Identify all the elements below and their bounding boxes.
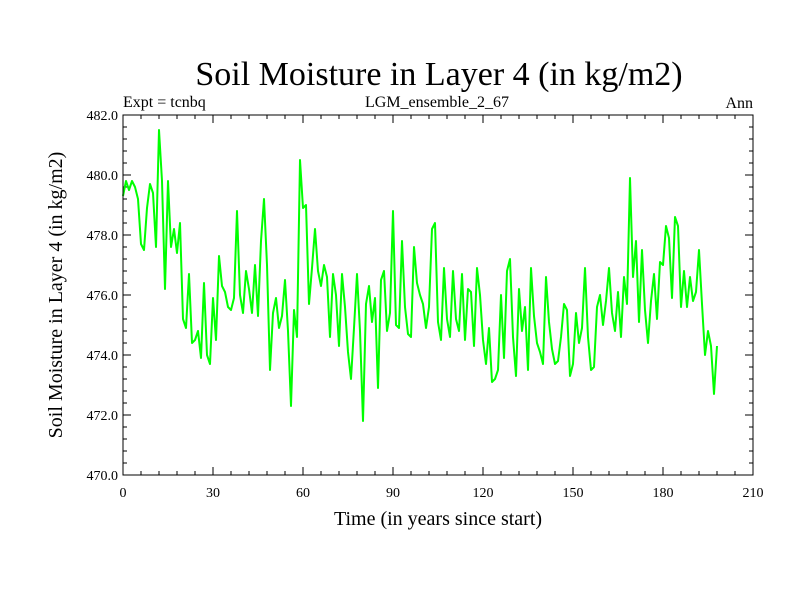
period-label: Ann xyxy=(725,95,753,112)
x-tick-label: 180 xyxy=(653,486,674,501)
y-tick-label: 480.0 xyxy=(87,169,119,184)
ensemble-label: LGM_ensemble_2_67 xyxy=(365,94,509,111)
plot-frame xyxy=(122,114,754,476)
y-tick-label: 474.0 xyxy=(87,349,119,364)
y-tick-label: 472.0 xyxy=(87,409,119,424)
x-tick-label: 150 xyxy=(563,486,584,501)
x-tick-label: 210 xyxy=(743,486,764,501)
y-tick-label: 476.0 xyxy=(87,289,119,304)
y-tick-label: 482.0 xyxy=(87,109,119,124)
chart-title: Soil Moisture in Layer 4 (in kg/m2) xyxy=(195,56,682,93)
x-tick-label: 0 xyxy=(120,486,127,501)
y-tick-label: 470.0 xyxy=(87,469,119,484)
x-axis-label: Time (in years since start) xyxy=(334,508,542,530)
series-line xyxy=(122,129,718,422)
x-tick-label: 90 xyxy=(386,486,400,501)
x-tick-label: 60 xyxy=(296,486,310,501)
x-tick-label: 120 xyxy=(473,486,494,501)
data-series xyxy=(122,129,718,422)
axis-ticks xyxy=(122,114,754,476)
experiment-label: Expt = tcnbq xyxy=(123,94,206,111)
y-tick-label: 478.0 xyxy=(87,229,119,244)
y-axis-label: Soil Moisture in Layer 4 (in kg/m2) xyxy=(45,152,67,439)
tick-labels: 0 30 60 90 120 150 180 210 470.0 472.0 474.0 476.0 4… xyxy=(87,109,764,501)
x-tick-label: 30 xyxy=(206,486,220,501)
